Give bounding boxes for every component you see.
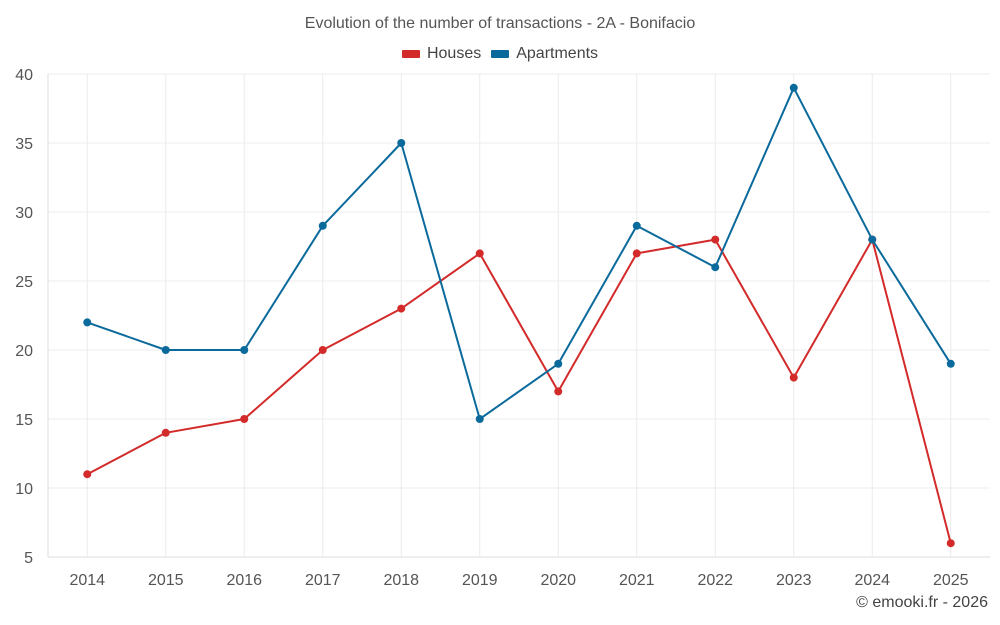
y-tick-label-40: 40 [15, 67, 33, 84]
y-tick-label-25: 25 [15, 274, 33, 291]
y-tick-label-5: 5 [24, 550, 33, 567]
x-tick-label-2014: 2014 [69, 572, 105, 589]
data-point-apartments-2017 [318, 221, 327, 230]
legend-label-houses: Houses [426, 45, 482, 62]
data-point-houses-2025 [946, 539, 955, 548]
data-point-houses-2021 [632, 249, 641, 258]
y-tick-label-15: 15 [15, 412, 33, 429]
data-point-houses-2014 [83, 470, 92, 479]
data-point-apartments-2025 [946, 359, 955, 368]
y-tick-label-20: 20 [15, 343, 33, 360]
data-point-houses-2018 [397, 304, 406, 313]
series-line-houses [86, 238, 952, 544]
legend-label-apartments: Apartments [516, 45, 599, 62]
data-point-houses-2023 [789, 373, 798, 382]
series-line-apartments [86, 86, 952, 420]
data-point-apartments-2019 [475, 415, 484, 423]
x-tick-label-2022: 2022 [697, 572, 733, 589]
data-point-houses-2017 [318, 346, 327, 354]
legend-item-apartments[interactable]: Apartments [491, 45, 598, 63]
data-point-apartments-2023 [789, 83, 798, 92]
data-point-houses-2016 [240, 415, 249, 423]
legend-swatch-apartments [491, 50, 510, 58]
data-point-houses-2015 [161, 428, 170, 437]
chart-title: Evolution of the number of transactions … [304, 15, 696, 32]
data-point-apartments-2021 [632, 221, 641, 230]
x-tick-label-2021: 2021 [619, 572, 655, 589]
x-tick-label-2020: 2020 [540, 572, 576, 589]
legend-swatch-houses [401, 50, 420, 58]
data-point-houses-2020 [554, 387, 563, 396]
y-tick-label-35: 35 [15, 136, 33, 153]
data-point-apartments-2015 [161, 346, 170, 354]
data-point-apartments-2020 [554, 359, 563, 368]
x-tick-label-2016: 2016 [226, 572, 262, 589]
y-tick-label-30: 30 [15, 205, 33, 222]
data-point-apartments-2014 [83, 318, 92, 327]
x-tick-label-2023: 2023 [776, 572, 812, 589]
data-point-apartments-2018 [397, 139, 406, 147]
copyright-credit: © emooki.fr - 2026 [856, 594, 988, 611]
x-tick-label-2025: 2025 [933, 572, 969, 589]
x-tick-label-2015: 2015 [148, 572, 184, 589]
y-tick-label-10: 10 [15, 481, 33, 498]
data-point-apartments-2022 [711, 263, 720, 272]
data-point-houses-2019 [475, 249, 484, 258]
x-tick-label-2017: 2017 [305, 572, 341, 589]
data-point-apartments-2016 [240, 346, 249, 354]
legend-item-houses[interactable]: Houses [401, 45, 482, 63]
x-tick-label-2024: 2024 [854, 572, 890, 589]
x-tick-label-2019: 2019 [462, 572, 498, 589]
chart-legend: Houses Apartments [0, 45, 1000, 63]
data-point-houses-2022 [711, 235, 720, 244]
x-tick-label-2018: 2018 [383, 572, 419, 589]
data-point-apartments-2024 [868, 235, 877, 244]
